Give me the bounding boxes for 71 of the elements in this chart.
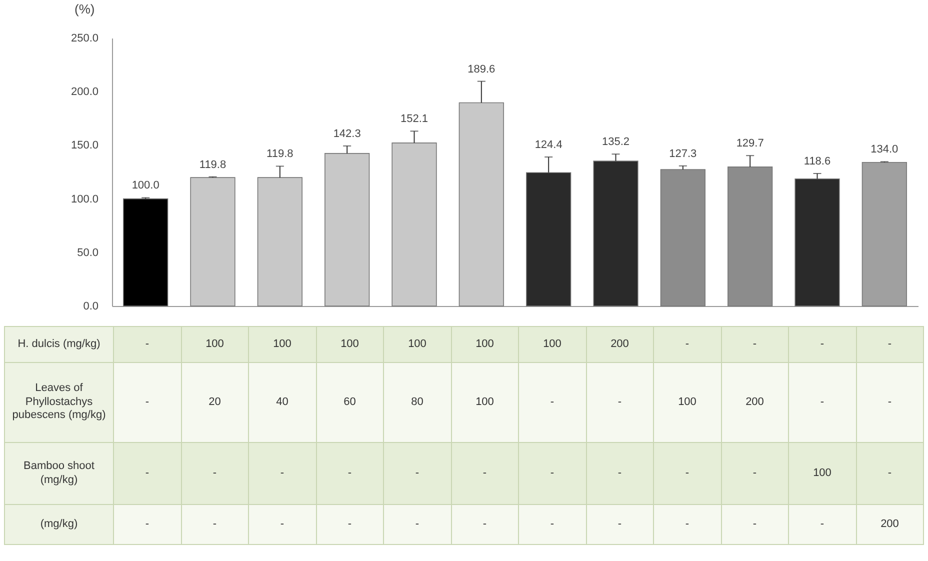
- text: 100: [451, 362, 518, 442]
- text: 100: [451, 326, 518, 362]
- data-label: 129.7: [736, 138, 764, 150]
- text: -: [181, 504, 248, 544]
- text: -: [518, 504, 586, 544]
- data-label: 119.8: [266, 148, 294, 160]
- text: -: [654, 326, 721, 362]
- data-label: 135.2: [602, 136, 630, 148]
- text: -: [114, 442, 181, 504]
- text: 60: [316, 362, 384, 442]
- text: -: [114, 326, 181, 362]
- text: -: [721, 326, 788, 362]
- text: -: [654, 504, 721, 544]
- text: 100: [518, 326, 586, 362]
- text: -: [384, 442, 451, 504]
- text: -: [788, 326, 856, 362]
- text: 20: [181, 362, 248, 442]
- y-tick-label: 100.0: [70, 193, 98, 206]
- text: -: [586, 362, 654, 442]
- text: 100: [384, 326, 451, 362]
- text: -: [856, 362, 924, 442]
- text: -: [181, 442, 248, 504]
- text: -: [654, 442, 721, 504]
- text: 200: [721, 362, 788, 442]
- data-label: 124.4: [534, 138, 562, 151]
- text: -: [586, 504, 654, 544]
- text: -: [856, 326, 924, 362]
- text: Leaves of Phyllostachys pubescens (mg/kg): [4, 362, 114, 442]
- text: 100: [181, 326, 248, 362]
- text: 40: [248, 362, 316, 442]
- text: 100: [316, 326, 384, 362]
- data-label: 152.1: [400, 113, 428, 126]
- data-label: 127.3: [669, 148, 697, 160]
- text: 100: [248, 326, 316, 362]
- text: (mg/kg): [4, 504, 114, 544]
- text: -: [788, 504, 856, 544]
- text: -: [586, 442, 654, 504]
- text: -: [451, 504, 518, 544]
- text: -: [721, 442, 788, 504]
- data-label: 189.6: [468, 63, 496, 76]
- text: -: [316, 504, 384, 544]
- text: 100: [654, 362, 721, 442]
- data-label: 100.0: [132, 180, 160, 192]
- text: 200: [586, 326, 654, 362]
- data-label: 134.0: [870, 144, 898, 156]
- text: -: [856, 442, 924, 504]
- text: -: [518, 362, 586, 442]
- text: -: [248, 442, 316, 504]
- text: -: [316, 442, 384, 504]
- text: 100: [788, 442, 856, 504]
- text: -: [114, 362, 181, 442]
- y-tick-label: 0.0: [83, 300, 98, 312]
- text: -: [788, 362, 856, 442]
- data-label: 142.3: [333, 128, 361, 140]
- y-tick-label: 250.0: [70, 32, 98, 44]
- text: 200: [856, 504, 924, 544]
- data-label: 119.8: [199, 158, 226, 171]
- text: Bamboo shoot (mg/kg): [4, 442, 114, 504]
- data-label: 118.6: [804, 156, 831, 168]
- text: H. dulcis (mg/kg): [4, 326, 114, 362]
- text: -: [114, 504, 181, 544]
- y-tick-label: 200.0: [70, 86, 98, 98]
- y-tick-label: 150.0: [70, 140, 98, 152]
- text: -: [518, 442, 586, 504]
- text: -: [384, 504, 451, 544]
- text: -: [721, 504, 788, 544]
- y-tick-label: 50.0: [77, 246, 98, 259]
- text: 80: [384, 362, 451, 442]
- text: -: [451, 442, 518, 504]
- y-axis-title: (%): [74, 2, 95, 16]
- text: -: [248, 504, 316, 544]
